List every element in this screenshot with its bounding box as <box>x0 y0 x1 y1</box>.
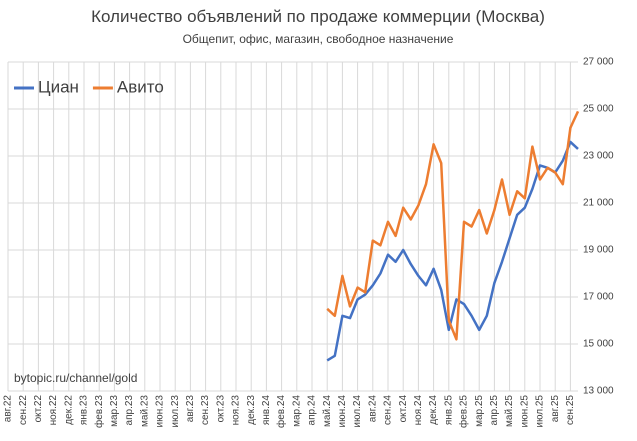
x-tick-label: авг.24 <box>367 395 378 423</box>
y-tick-label: 25 000 <box>583 104 614 115</box>
x-tick-label: июн.23 <box>155 395 166 428</box>
x-tick-label: мар.25 <box>474 395 485 427</box>
x-tick-label: окт.22 <box>33 395 44 423</box>
x-tick-label: мар.23 <box>109 395 120 427</box>
y-tick-label: 19 000 <box>583 245 614 256</box>
y-tick-label: 13 000 <box>583 386 614 397</box>
y-tick-label: 21 000 <box>583 198 614 209</box>
x-tick-label: мар.24 <box>291 395 302 427</box>
x-tick-label: янв.24 <box>261 395 272 426</box>
x-tick-label: фев.23 <box>93 395 105 428</box>
x-tick-label: май.24 <box>322 395 333 427</box>
x-tick-label: окт.24 <box>398 395 409 423</box>
x-tick-label: апр.24 <box>307 395 318 426</box>
x-tick-label: ноя.22 <box>48 395 59 426</box>
x-tick-label: май.23 <box>139 395 150 427</box>
legend-label: Авито <box>117 77 164 96</box>
x-tick-label: сен.25 <box>565 395 576 425</box>
x-tick-label: сен.23 <box>200 395 211 425</box>
x-tick-label: ноя.24 <box>413 395 424 426</box>
x-tick-label: сен.24 <box>383 395 394 425</box>
chart-title: Количество объявлений по продаже коммерц… <box>91 7 545 26</box>
x-tick-label: июл.25 <box>535 395 546 428</box>
x-tick-label: июн.25 <box>519 395 530 428</box>
x-tick-label: фев.24 <box>275 395 287 428</box>
x-tick-label: июл.23 <box>170 395 181 428</box>
x-tick-label: янв.23 <box>79 395 90 426</box>
x-tick-label: янв.25 <box>443 395 454 426</box>
x-tick-label: авг.22 <box>3 395 14 423</box>
y-tick-label: 15 000 <box>583 339 614 350</box>
x-tick-label: ноя.23 <box>231 395 242 426</box>
y-tick-label: 23 000 <box>583 151 614 162</box>
x-tick-label: апр.25 <box>489 395 500 426</box>
series-line <box>326 140 579 362</box>
legend-label: Циан <box>38 77 79 96</box>
watermark: bytopic.ru/channel/gold <box>14 371 137 385</box>
x-tick-label: сен.22 <box>18 395 29 425</box>
x-tick-label: окт.23 <box>215 395 226 423</box>
chart-subtitle: Общепит, офис, магазин, свободное назнач… <box>183 32 454 46</box>
x-tick-label: апр.23 <box>124 395 135 426</box>
x-tick-label: дек.24 <box>428 395 439 425</box>
y-tick-label: 17 000 <box>583 292 614 303</box>
x-tick-label: май.25 <box>504 395 515 427</box>
x-tick-label: дек.22 <box>63 395 74 425</box>
x-tick-label: фев.25 <box>458 395 470 428</box>
x-tick-label: авг.23 <box>185 395 196 423</box>
series-line <box>326 110 580 341</box>
x-tick-label: июн.24 <box>337 395 348 428</box>
y-tick-label: 27 000 <box>583 57 614 68</box>
x-tick-label: дек.23 <box>246 395 257 425</box>
x-tick-label: авг.25 <box>550 395 561 423</box>
legend: Циан Авито <box>14 77 164 96</box>
x-tick-label: июл.24 <box>352 395 363 428</box>
